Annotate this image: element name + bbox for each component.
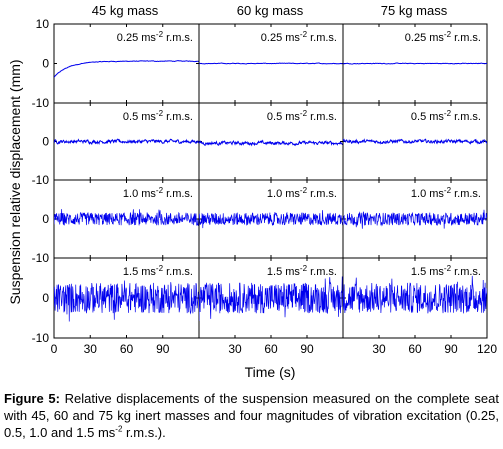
figure-chart: 45 kg mass 60 kg mass 75 kg mass Suspens… [7, 3, 498, 380]
series-line [199, 210, 343, 229]
series-line [343, 275, 487, 314]
x-tick-label: 90 [300, 342, 314, 356]
panel-rms-label: 0.25 ms-2 r.m.s. [405, 30, 481, 44]
panel-rms-label: 0.5 ms-2 r.m.s. [267, 109, 337, 123]
panel-rms-label: 0.25 ms-2 r.m.s. [261, 30, 337, 44]
column-title-45kg: 45 kg mass [92, 3, 159, 18]
figure-caption: Figure 5: Relative displacements of the … [4, 390, 499, 441]
y-axis-label: Suspension relative displacement (mm) [7, 59, 23, 304]
y-tick-label: 0 [42, 291, 49, 305]
panel-rms-label: 1.0 ms-2 r.m.s. [123, 186, 193, 200]
panel-rms-label: 1.5 ms-2 r.m.s. [123, 264, 193, 278]
y-tick-label: -10 [32, 96, 50, 110]
series-line [54, 138, 199, 146]
panel-r3-c3: 1.0 ms-2 r.m.s. [342, 179, 488, 259]
y-tick-label: -10 [32, 173, 50, 187]
x-tick-label: 0 [51, 342, 58, 356]
panel-r3-c2: 1.0 ms-2 r.m.s. [198, 179, 344, 259]
panel-rms-label: 1.5 ms-2 r.m.s. [411, 264, 481, 278]
panel-r2-c1: 0.5 ms-2 r.m.s. [53, 102, 200, 181]
x-tick-labels: 0 30 60 90 30 60 90 30 60 90 120 [51, 342, 498, 356]
x-tick-label: 60 [408, 342, 422, 356]
series-line [54, 209, 199, 227]
x-tick-label: 120 [477, 342, 497, 356]
caption-sup: -2 [115, 424, 123, 434]
series-line [343, 209, 487, 229]
panel-rms-label: 0.5 ms-2 r.m.s. [411, 109, 481, 123]
x-tick-label: 60 [120, 342, 134, 356]
column-title-60kg: 60 kg mass [237, 3, 304, 18]
x-tick-label: 90 [156, 342, 170, 356]
y-tick-label: 0 [42, 135, 49, 149]
series-line [54, 280, 199, 322]
x-tick-label: 30 [372, 342, 386, 356]
x-tick-label: 30 [84, 342, 98, 356]
x-tick-label: 60 [264, 342, 278, 356]
panel-r1-c1: 0.25 ms-2 r.m.s. [53, 23, 200, 104]
series-line [199, 276, 343, 321]
series-line [343, 138, 487, 145]
panel-r2-c3: 0.5 ms-2 r.m.s. [342, 102, 488, 181]
y-tick-labels: 10 0 -10 0 -10 0 -10 0 -10 [32, 17, 50, 345]
y-tick-label: 10 [36, 17, 50, 31]
panel-r4-c2: 1.5 ms-2 r.m.s. [198, 257, 344, 339]
series-line [54, 60, 199, 78]
panel-rms-label: 1.0 ms-2 r.m.s. [411, 186, 481, 200]
series-line [199, 62, 343, 65]
x-tick-label: 30 [228, 342, 242, 356]
panel-rms-label: 0.5 ms-2 r.m.s. [123, 109, 193, 123]
panel-r1-c2: 0.25 ms-2 r.m.s. [198, 23, 344, 104]
y-tick-label: -10 [32, 251, 50, 265]
caption-text: Relative displacements of the suspension… [4, 391, 499, 440]
y-tick-label: 0 [42, 57, 49, 71]
caption-figure-label: Figure 5: [4, 391, 60, 406]
panel-r4-c1: 1.5 ms-2 r.m.s. [53, 257, 200, 339]
panel-r1-c3: 0.25 ms-2 r.m.s. [342, 23, 488, 104]
panel-r4-c3: 1.5 ms-2 r.m.s. [342, 257, 488, 339]
x-axis-label: Time (s) [245, 364, 296, 380]
panel-r3-c1: 1.0 ms-2 r.m.s. [53, 179, 200, 259]
panel-rms-label: 1.0 ms-2 r.m.s. [267, 186, 337, 200]
y-tick-label: -10 [32, 331, 50, 345]
panel-rms-label: 1.5 ms-2 r.m.s. [267, 264, 337, 278]
column-title-75kg: 75 kg mass [381, 3, 448, 18]
panel-rms-label: 0.25 ms-2 r.m.s. [117, 30, 193, 44]
y-tick-label: 0 [42, 212, 49, 226]
series-line [199, 139, 343, 147]
panels: 0.25 ms-2 r.m.s. 0.25 ms-2 r.m.s. 0.25 ms-… [53, 23, 488, 339]
panel-r2-c2: 0.5 ms-2 r.m.s. [198, 102, 344, 181]
x-tick-label: 90 [444, 342, 458, 356]
caption-text-end: r.m.s.). [122, 425, 166, 440]
series-line [343, 62, 487, 65]
